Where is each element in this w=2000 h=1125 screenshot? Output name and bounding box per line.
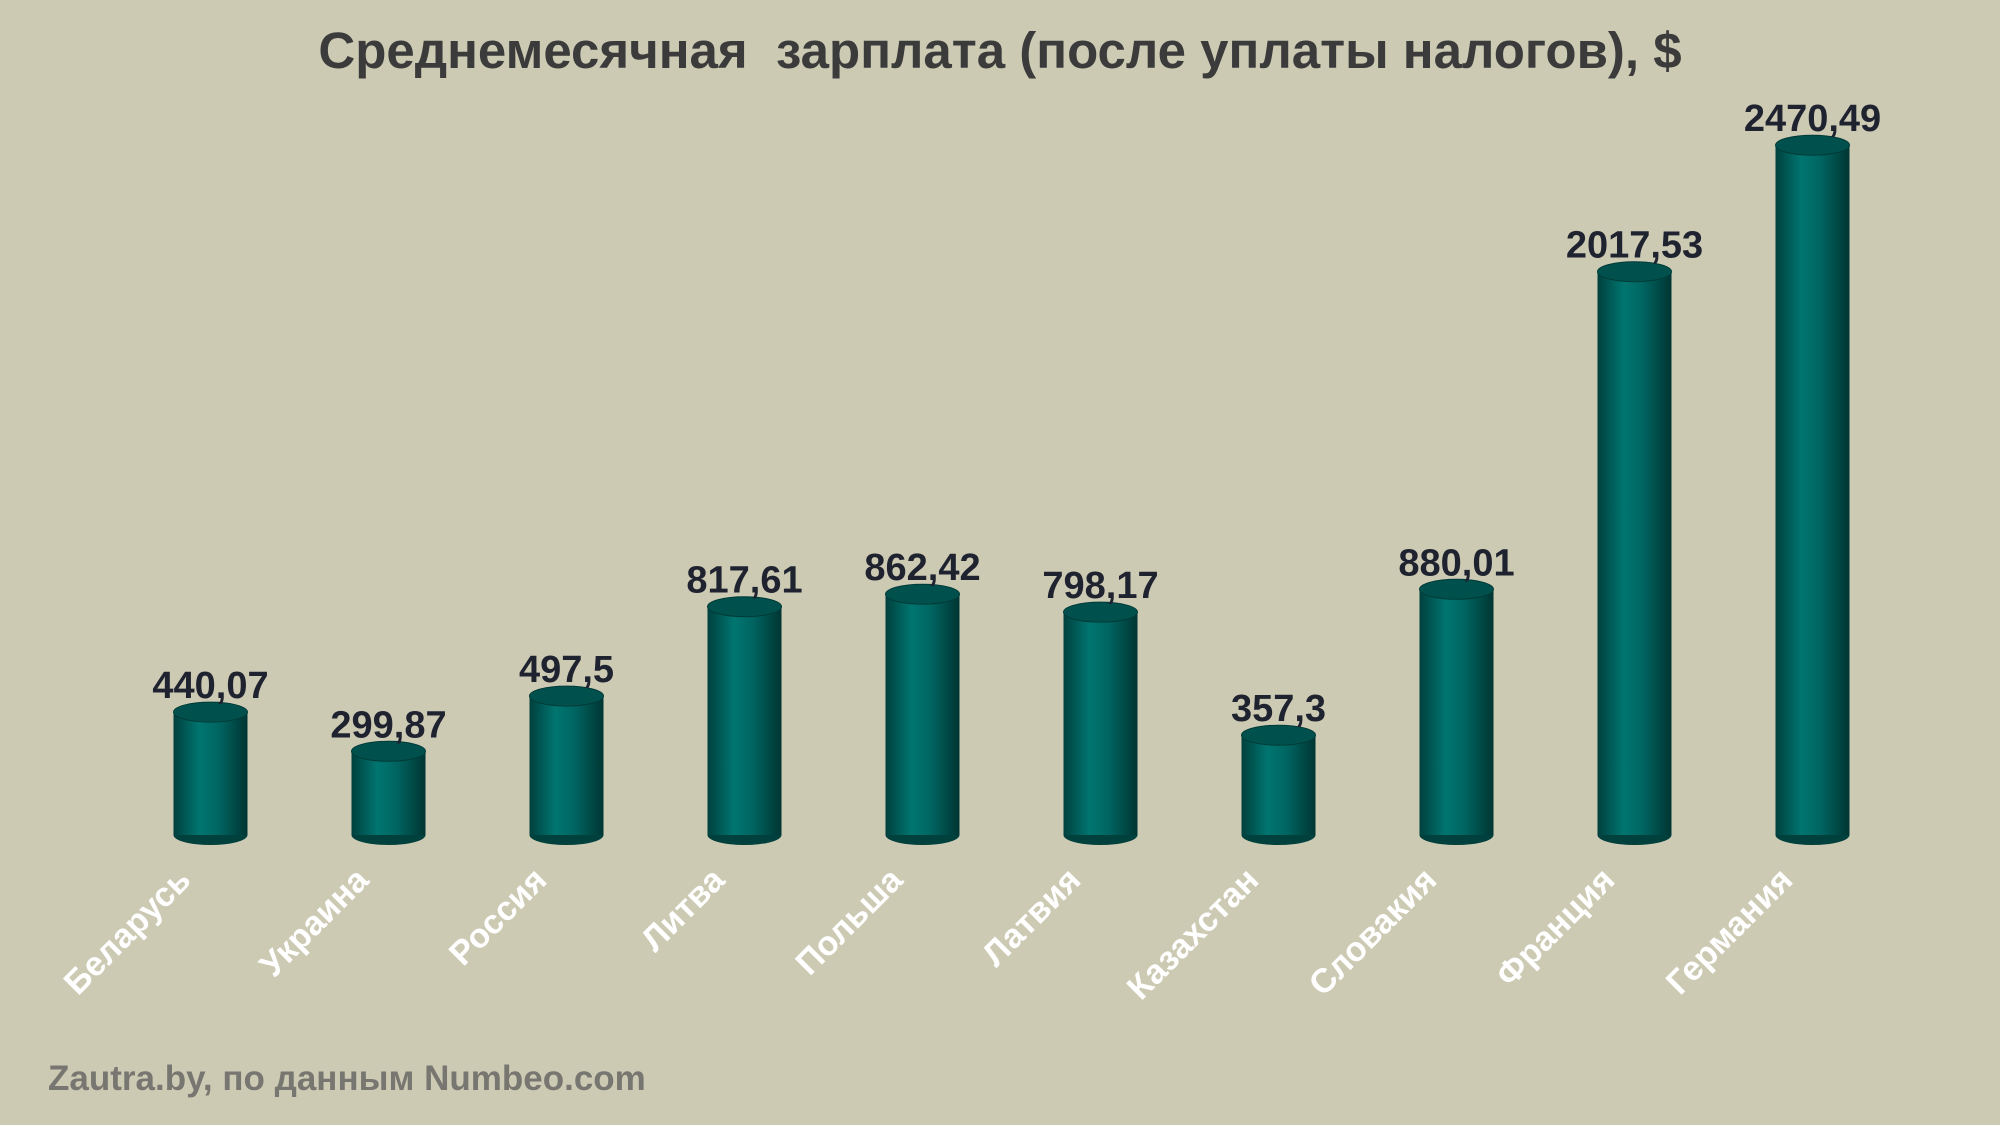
bar-top xyxy=(173,701,248,723)
bar-top xyxy=(707,596,782,618)
bar xyxy=(1063,612,1138,835)
bar-top xyxy=(529,685,604,707)
bar xyxy=(885,594,960,835)
bar xyxy=(529,696,604,835)
bar-top xyxy=(1419,578,1494,600)
value-label: 299,87 xyxy=(330,704,446,746)
bar-top xyxy=(1597,261,1672,283)
value-label: 2470,49 xyxy=(1744,98,1881,140)
chart-title: Среднемесячная зарплата (после уплаты на… xyxy=(318,22,1681,79)
bar xyxy=(1597,271,1672,835)
value-label: 357,3 xyxy=(1231,688,1326,730)
value-label: 817,61 xyxy=(686,560,802,602)
bar xyxy=(1241,735,1316,835)
bar-top xyxy=(1775,134,1850,156)
bar xyxy=(173,712,248,835)
bar-top xyxy=(1063,601,1138,623)
bar xyxy=(1419,589,1494,835)
bar xyxy=(707,606,782,835)
bar xyxy=(351,751,426,835)
bar-top xyxy=(1241,724,1316,746)
value-label: 497,5 xyxy=(519,649,614,691)
value-label: 798,17 xyxy=(1042,565,1158,607)
source-note: Zautra.by, по данным Numbeo.com xyxy=(48,1059,646,1098)
bar-top xyxy=(885,583,960,605)
value-label: 2017,53 xyxy=(1566,225,1703,267)
value-label: 862,42 xyxy=(864,547,980,589)
value-label: 440,07 xyxy=(152,665,268,707)
value-label: 880,01 xyxy=(1398,542,1514,584)
bar-top xyxy=(351,740,426,762)
bar xyxy=(1775,145,1850,835)
